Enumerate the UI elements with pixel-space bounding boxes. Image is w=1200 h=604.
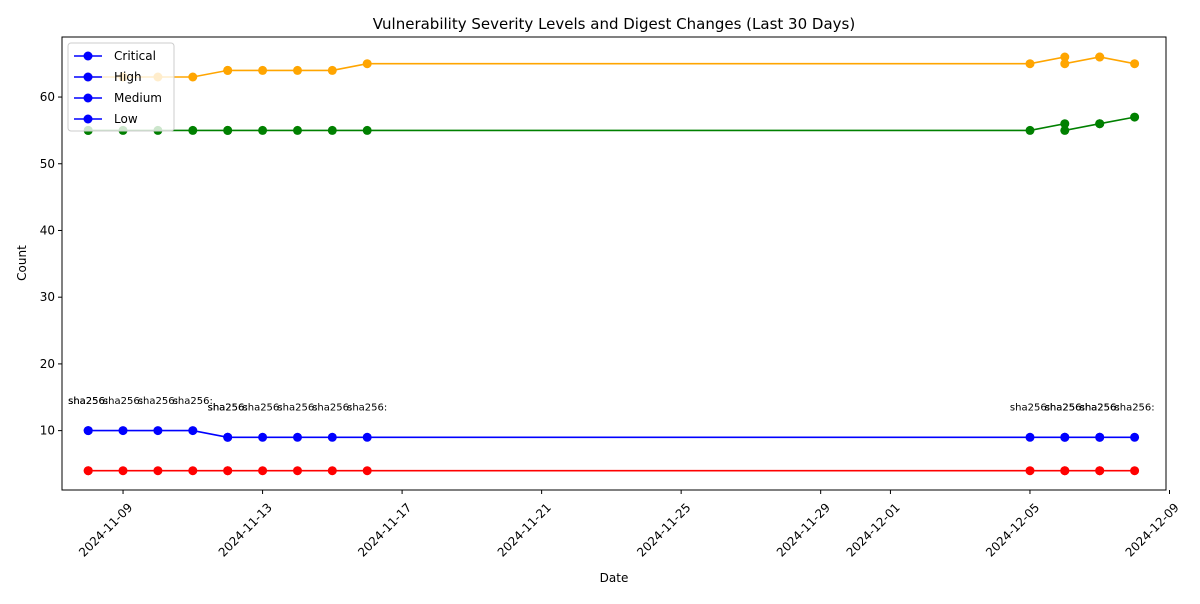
data-point xyxy=(223,466,233,476)
data-point xyxy=(362,466,372,476)
data-point xyxy=(223,432,233,442)
digest-annotation: sha256: xyxy=(208,403,248,414)
y-axis-ticks: 10 20 30 40 50 60 xyxy=(40,90,62,438)
x-axis-label: Date xyxy=(600,571,629,585)
legend-label: Medium xyxy=(114,91,162,105)
data-point xyxy=(1060,432,1070,442)
data-point xyxy=(188,125,198,135)
data-point xyxy=(293,125,302,135)
digest-annotation: sha256: xyxy=(347,403,387,414)
legend-entry: Critical xyxy=(74,49,156,63)
data-point xyxy=(1060,125,1070,135)
data-point xyxy=(327,65,337,75)
digest-annotation: sha256: xyxy=(208,403,248,414)
data-point xyxy=(1060,466,1070,476)
data-point xyxy=(1060,119,1070,129)
data-point xyxy=(1060,59,1070,69)
y-tick-label: 40 xyxy=(40,223,55,237)
data-point xyxy=(327,125,337,135)
legend-label: Critical xyxy=(114,49,156,63)
digest-annotation: sha256: xyxy=(1010,403,1050,414)
y-tick-label: 50 xyxy=(40,157,55,171)
legend-marker xyxy=(83,72,93,82)
data-point xyxy=(258,65,268,75)
data-point xyxy=(1130,59,1140,69)
data-point xyxy=(327,466,337,476)
legend-label: High xyxy=(114,70,142,84)
data-point xyxy=(1130,432,1140,442)
data-point xyxy=(223,65,233,75)
digest-annotation: sha256: xyxy=(68,396,108,407)
data-point xyxy=(188,466,198,476)
data-point xyxy=(1130,466,1140,476)
data-point xyxy=(258,432,268,442)
data-point xyxy=(188,426,198,436)
data-point xyxy=(188,72,198,82)
legend-marker xyxy=(83,51,93,61)
data-point xyxy=(258,125,268,135)
y-axis-label: Count xyxy=(15,245,29,281)
data-point xyxy=(153,426,163,436)
data-point xyxy=(1095,52,1105,62)
digest-annotation: sha256: xyxy=(1045,403,1085,414)
data-point xyxy=(83,466,93,476)
legend-entry: High xyxy=(74,70,142,84)
digest-annotation: sha256: xyxy=(1080,403,1120,414)
series-0 xyxy=(83,466,1140,476)
data-point xyxy=(1025,125,1035,135)
data-point xyxy=(1025,466,1035,476)
chart-title: Vulnerability Severity Levels and Digest… xyxy=(373,15,855,33)
y-tick-label: 20 xyxy=(40,357,55,371)
data-point xyxy=(327,432,337,442)
y-tick-label: 10 xyxy=(40,424,55,438)
legend-entry: Low xyxy=(74,112,138,126)
data-point xyxy=(118,426,128,436)
digest-annotation: sha256: xyxy=(1045,403,1085,414)
digest-annotation: sha256: xyxy=(243,403,283,414)
digest-annotation: sha256: xyxy=(1080,403,1120,414)
legend-label: Low xyxy=(114,112,138,126)
data-point xyxy=(1095,119,1105,129)
legend-marker xyxy=(83,114,93,124)
data-point xyxy=(293,466,302,476)
data-point xyxy=(362,125,372,135)
data-point xyxy=(1025,59,1035,69)
data-point xyxy=(118,466,128,476)
digest-annotation: sha256: xyxy=(277,403,317,414)
digest-annotation: sha256: xyxy=(312,403,352,414)
digest-annotation: sha256: xyxy=(68,396,108,407)
digest-annotation: sha256: xyxy=(103,396,143,407)
data-point xyxy=(362,432,372,442)
y-tick-label: 60 xyxy=(40,90,55,104)
data-point xyxy=(153,466,163,476)
data-point xyxy=(83,426,93,436)
legend-entry: Medium xyxy=(74,91,162,105)
annotation-layer: sha256:sha256:sha256:sha256:sha256:sha25… xyxy=(68,396,1155,414)
digest-annotation: sha256: xyxy=(138,396,178,407)
legend-marker xyxy=(83,93,93,103)
digest-annotation: sha256: xyxy=(173,396,213,407)
data-point xyxy=(362,59,372,69)
data-point xyxy=(1025,432,1035,442)
data-point xyxy=(258,466,268,476)
data-point xyxy=(1095,466,1105,476)
data-point xyxy=(223,125,233,135)
data-point xyxy=(293,65,302,75)
plot-frame xyxy=(61,36,1167,491)
data-point xyxy=(1130,112,1140,122)
digest-annotation: sha256: xyxy=(1115,403,1155,414)
data-point xyxy=(1060,52,1070,62)
data-point xyxy=(293,432,302,442)
y-tick-label: 30 xyxy=(40,290,55,304)
legend-box xyxy=(67,42,175,132)
data-point xyxy=(1095,432,1105,442)
series-1 xyxy=(83,426,1140,442)
legend: Critical High Medium Low xyxy=(67,42,175,132)
